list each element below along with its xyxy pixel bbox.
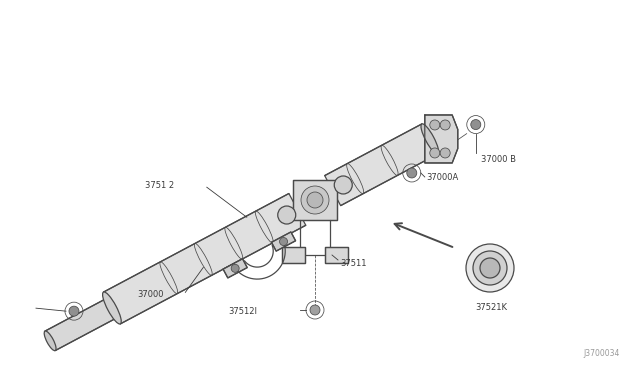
Ellipse shape [334, 176, 352, 194]
Ellipse shape [280, 238, 287, 246]
Ellipse shape [466, 244, 514, 292]
Polygon shape [223, 259, 247, 278]
Text: 37511: 37511 [340, 259, 367, 267]
Text: 37000 B: 37000 B [481, 155, 516, 164]
Polygon shape [324, 247, 348, 263]
Ellipse shape [471, 119, 481, 129]
Ellipse shape [407, 168, 417, 178]
Text: 37000A: 37000A [427, 173, 459, 183]
Ellipse shape [421, 124, 438, 154]
Text: J3700034: J3700034 [584, 349, 620, 358]
Ellipse shape [69, 306, 79, 316]
Ellipse shape [102, 292, 121, 324]
Polygon shape [293, 180, 337, 220]
Text: 37521K: 37521K [475, 304, 507, 312]
Polygon shape [45, 298, 117, 350]
Ellipse shape [440, 120, 450, 130]
Ellipse shape [440, 148, 450, 158]
Text: 37000: 37000 [137, 290, 163, 299]
Ellipse shape [430, 120, 440, 130]
Ellipse shape [44, 331, 56, 351]
Ellipse shape [430, 148, 440, 158]
Ellipse shape [480, 258, 500, 278]
Text: 3751 2: 3751 2 [145, 181, 174, 190]
Ellipse shape [301, 186, 329, 214]
Polygon shape [282, 247, 305, 263]
Polygon shape [425, 115, 458, 163]
Ellipse shape [307, 192, 323, 208]
Ellipse shape [278, 206, 296, 224]
Text: 37512I: 37512I [228, 308, 257, 317]
Ellipse shape [231, 264, 239, 272]
Polygon shape [271, 232, 296, 251]
Ellipse shape [310, 305, 320, 315]
Polygon shape [104, 193, 306, 324]
Ellipse shape [473, 251, 507, 285]
Polygon shape [324, 124, 438, 206]
